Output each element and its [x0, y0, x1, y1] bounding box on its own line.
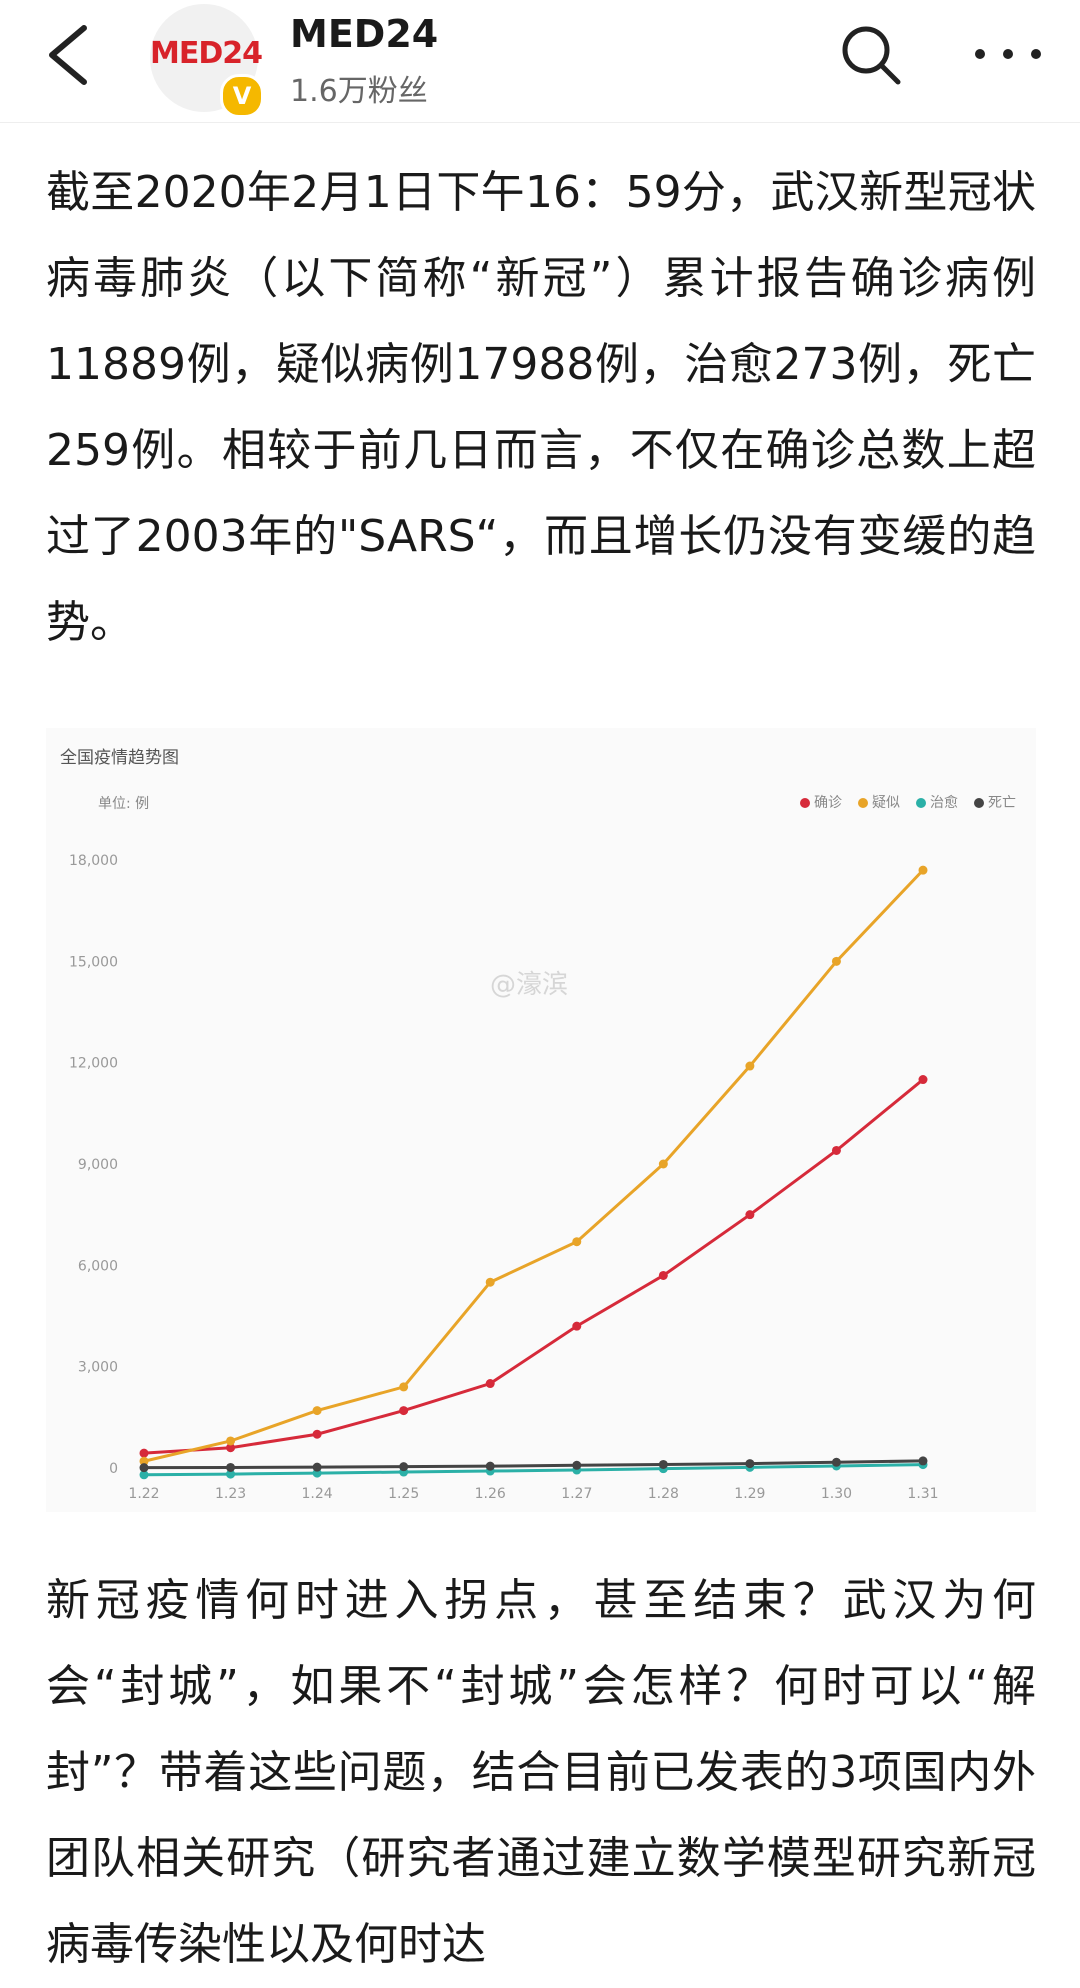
y-tick-label: 15,000 — [69, 954, 118, 970]
chart-title: 全国疫情趋势图 — [60, 748, 179, 768]
x-tick-label: 1.29 — [734, 1486, 765, 1502]
article-paragraph: 截至2020年2月1日下午16：59分，武汉新型冠状病毒肺炎（以下简称“新冠”）… — [46, 167, 1036, 648]
data-point — [226, 1436, 236, 1446]
data-point — [485, 1379, 495, 1389]
series-line — [143, 1463, 924, 1477]
data-point — [572, 1460, 582, 1470]
data-point — [399, 1382, 409, 1392]
x-tick-label: 1.23 — [215, 1486, 246, 1502]
legend-label: 疑似 — [872, 795, 900, 811]
back-arrow-icon[interactable] — [40, 22, 100, 88]
top-bar: MED24 V MED24 1.6万粉丝 — [0, 0, 1080, 123]
legend-dot — [800, 798, 810, 808]
x-tick-label: 1.31 — [907, 1486, 938, 1502]
more-options-icon[interactable] — [972, 36, 1044, 72]
data-point — [139, 1456, 149, 1466]
chart-plot-area: 0 3,000 6,000 9,000 12,000 15,000 18,000 1.22 1.… — [69, 853, 939, 1502]
legend-dot — [974, 798, 984, 808]
data-point — [399, 1462, 409, 1472]
data-point — [312, 1429, 322, 1439]
x-tick-label: 1.26 — [475, 1486, 506, 1502]
data-point — [312, 1462, 322, 1472]
data-point — [485, 1277, 495, 1287]
y-tick-label: 18,000 — [69, 853, 118, 869]
data-point — [658, 1270, 668, 1280]
legend-dot — [916, 798, 926, 808]
legend-item: 疑似 — [858, 792, 900, 812]
article-paragraph: 新冠疫情何时进入拐点，甚至结束？武汉为何会“封城”，如果不“封城”会怎样？何时可… — [46, 1575, 1036, 1970]
data-point — [831, 1145, 841, 1155]
x-tick-label: 1.30 — [821, 1486, 852, 1502]
watermark: @濠滨 — [490, 970, 569, 1000]
data-point — [745, 1459, 755, 1469]
legend-item: 确诊 — [800, 792, 842, 812]
data-point — [572, 1237, 582, 1247]
follower-count: 1.6万粉丝 — [290, 74, 428, 109]
series-line — [143, 1459, 924, 1470]
data-point — [918, 1456, 928, 1466]
data-point — [226, 1469, 236, 1479]
data-point — [139, 1448, 149, 1458]
legend-item: 死亡 — [974, 792, 1016, 812]
x-tick-label: 1.22 — [128, 1486, 159, 1502]
data-point — [399, 1406, 409, 1416]
verified-badge-icon: V — [220, 74, 264, 118]
data-point — [226, 1443, 236, 1453]
x-tick-label: 1.28 — [648, 1486, 679, 1502]
y-tick-label: 6,000 — [78, 1258, 118, 1274]
legend-label: 治愈 — [930, 795, 958, 811]
chart-background — [46, 728, 1036, 1512]
search-icon[interactable] — [838, 22, 904, 88]
data-point — [745, 1061, 755, 1071]
avatar-logo: MED24 — [150, 36, 263, 71]
chart-legend: 确诊 疑似 治愈 死亡 — [800, 792, 1016, 812]
data-point — [831, 956, 841, 966]
data-point — [658, 1459, 668, 1469]
trend-chart: 全国疫情趋势图 单位: 例 确诊 疑似 治愈 死亡 @濠滨 0 3,000 6,000 9,… — [46, 728, 1036, 1512]
data-point — [139, 1463, 149, 1473]
data-point — [745, 1210, 755, 1220]
data-point — [485, 1461, 495, 1471]
legend-label: 死亡 — [988, 795, 1016, 811]
legend-item: 治愈 — [916, 792, 958, 812]
data-point — [918, 865, 928, 875]
legend-dot — [858, 798, 868, 808]
x-tick-label: 1.27 — [561, 1486, 592, 1502]
data-point — [918, 1075, 928, 1085]
series-line — [143, 869, 925, 1463]
y-tick-label: 0 — [109, 1461, 118, 1477]
avatar[interactable]: MED24 V — [150, 4, 264, 118]
data-point — [572, 1321, 582, 1331]
y-tick-label: 3,000 — [78, 1360, 118, 1376]
chart-unit-label: 单位: 例 — [98, 796, 150, 812]
y-tick-label: 12,000 — [69, 1056, 118, 1072]
x-tick-label: 1.24 — [302, 1486, 333, 1502]
data-point — [312, 1406, 322, 1416]
account-name[interactable]: MED24 — [290, 12, 439, 56]
data-point — [658, 1159, 668, 1169]
legend-label: 确诊 — [814, 795, 842, 811]
data-point — [831, 1457, 841, 1467]
series-line — [143, 1078, 924, 1455]
data-point — [139, 1470, 149, 1480]
y-tick-label: 9,000 — [78, 1157, 118, 1173]
x-tick-label: 1.25 — [388, 1486, 419, 1502]
data-point — [226, 1462, 236, 1472]
